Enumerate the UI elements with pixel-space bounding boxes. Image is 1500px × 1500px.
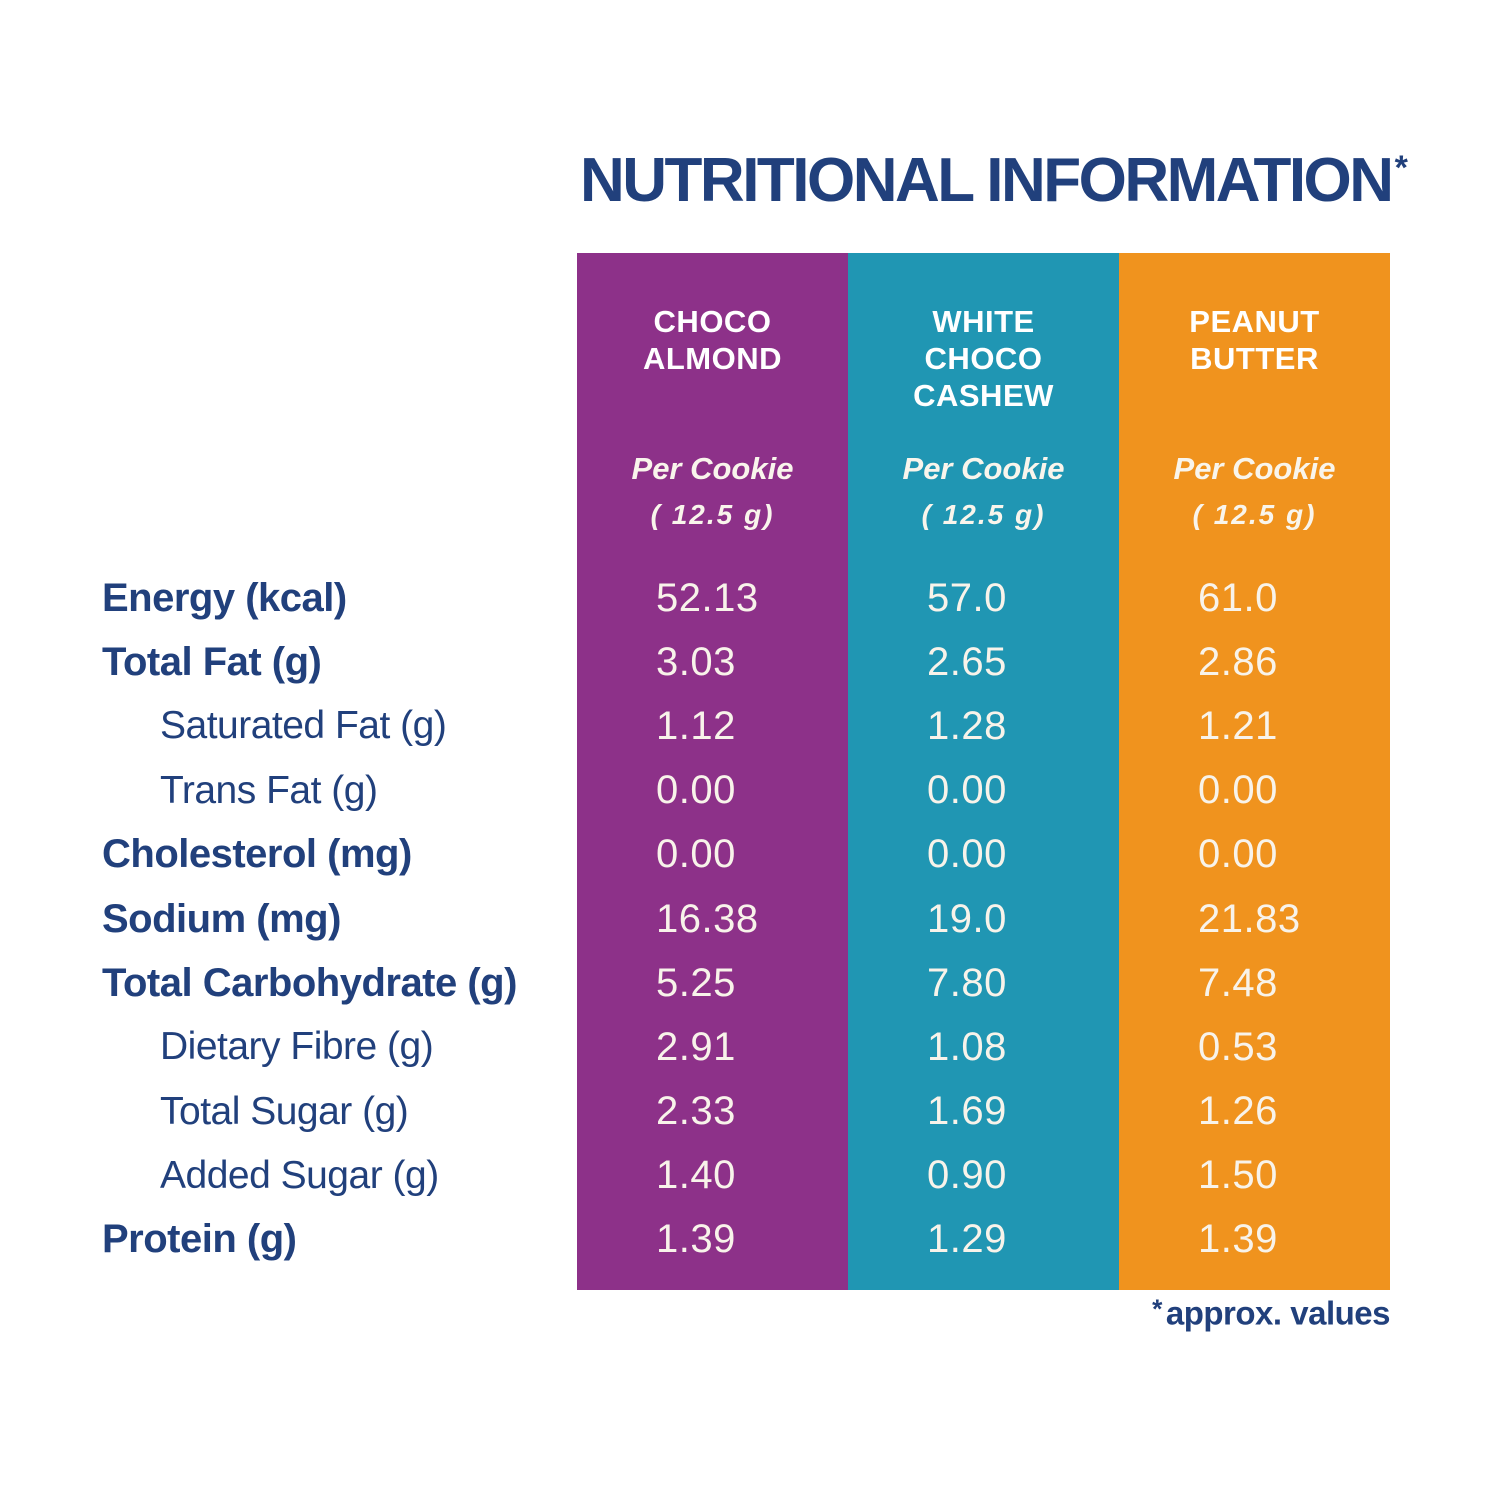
row-value: 52.13 — [656, 575, 759, 620]
serving-label: Per Cookie — [631, 451, 794, 486]
row-value: 7.80 — [927, 960, 1007, 1005]
row-value: 0.00 — [1198, 832, 1278, 877]
table-row: Total Fat (g) 3.03 2.65 2.86 — [80, 630, 1390, 694]
row-label: Total Fat (g) — [102, 639, 322, 684]
row-label: Protein (g) — [102, 1217, 297, 1262]
footnote: * approx. values — [577, 1294, 1390, 1333]
table-row: Trans Fat (g) 0.00 0.00 0.00 — [80, 759, 1390, 823]
table-row: Added Sugar (g) 1.40 0.90 1.50 — [80, 1144, 1390, 1208]
row-label: Added Sugar (g) — [160, 1153, 439, 1197]
row-value: 1.28 — [927, 703, 1007, 748]
row-value: 19.0 — [927, 896, 1007, 941]
row-value: 0.00 — [927, 832, 1007, 877]
table-row: Total Sugar (g) 2.33 1.69 1.26 — [80, 1080, 1390, 1144]
serving-info: Per Cookie ( 12.5 g) — [577, 449, 848, 541]
row-value: 16.38 — [656, 896, 759, 941]
row-value: 0.53 — [1198, 1024, 1278, 1069]
row-value: 3.03 — [656, 639, 736, 684]
row-value: 0.90 — [927, 1153, 1007, 1198]
row-value: 2.86 — [1198, 639, 1278, 684]
table-row: Sodium (mg) 16.38 19.0 21.83 — [80, 887, 1390, 951]
row-value: 2.33 — [656, 1089, 736, 1134]
row-value: 1.50 — [1198, 1153, 1278, 1198]
title-asterisk: * — [1394, 148, 1408, 187]
title-text: NUTRITIONAL INFORMATION — [580, 146, 1394, 215]
row-value: 2.65 — [927, 639, 1007, 684]
table-row: Protein (g) 1.39 1.29 1.39 — [80, 1208, 1390, 1272]
row-value: 1.29 — [927, 1217, 1007, 1262]
table-row: Total Carbohydrate (g) 5.25 7.80 7.48 — [80, 951, 1390, 1015]
row-label: Trans Fat (g) — [160, 768, 378, 812]
column-title-line: WHITE — [932, 304, 1035, 339]
serving-size: ( 12.5 g) — [650, 499, 775, 530]
row-value: 57.0 — [927, 575, 1007, 620]
row-label: Cholesterol (mg) — [102, 832, 412, 877]
footnote-asterisk: * — [1152, 1294, 1162, 1324]
row-value: 1.39 — [1198, 1217, 1278, 1262]
column-header: PEANUT BUTTER — [1119, 303, 1390, 377]
serving-info: Per Cookie ( 12.5 g) — [848, 449, 1119, 541]
column-title-line: ALMOND — [642, 341, 783, 376]
table-row: Energy (kcal) 52.13 57.0 61.0 — [80, 566, 1390, 630]
row-value: 5.25 — [656, 960, 736, 1005]
page-title: NUTRITIONAL INFORMATION* — [580, 150, 1408, 212]
column-title-line: PEANUT — [1189, 304, 1320, 339]
serving-info: Per Cookie ( 12.5 g) — [1119, 449, 1390, 541]
row-value: 61.0 — [1198, 575, 1278, 620]
column-peanut-butter: PEANUT BUTTER Per Cookie ( 12.5 g) — [1119, 253, 1390, 1290]
row-value: 0.00 — [927, 768, 1007, 813]
row-value: 0.00 — [1198, 768, 1278, 813]
row-label: Energy (kcal) — [102, 575, 347, 620]
serving-label: Per Cookie — [902, 451, 1065, 486]
table-row: Cholesterol (mg) 0.00 0.00 0.00 — [80, 823, 1390, 887]
row-value: 0.00 — [656, 768, 736, 813]
row-value: 1.69 — [927, 1089, 1007, 1134]
footnote-text: approx. values — [1165, 1294, 1391, 1332]
column-header: WHITE CHOCO CASHEW — [848, 303, 1119, 414]
row-value: 1.26 — [1198, 1089, 1278, 1134]
serving-size: ( 12.5 g) — [921, 499, 1046, 530]
column-white-choco-cashew: WHITE CHOCO CASHEW Per Cookie ( 12.5 g) — [848, 253, 1119, 1290]
row-label: Total Sugar (g) — [160, 1089, 409, 1133]
row-value: 1.39 — [656, 1217, 736, 1262]
row-value: 1.08 — [927, 1024, 1007, 1069]
table-row: Saturated Fat (g) 1.12 1.28 1.21 — [80, 694, 1390, 758]
column-title-line: CASHEW — [913, 378, 1054, 413]
row-label: Dietary Fibre (g) — [160, 1025, 434, 1069]
column-title-line: CHOCO — [653, 304, 772, 339]
row-value: 1.12 — [656, 703, 736, 748]
table-row: Dietary Fibre (g) 2.91 1.08 0.53 — [80, 1015, 1390, 1079]
column-title-line: BUTTER — [1190, 341, 1319, 376]
column-title-line: CHOCO — [924, 341, 1043, 376]
table-rows: Energy (kcal) 52.13 57.0 61.0 Total Fat (g) 3… — [80, 566, 1390, 1272]
row-label: Saturated Fat (g) — [160, 704, 447, 748]
column-header: CHOCO ALMOND — [577, 303, 848, 377]
row-value: 2.91 — [656, 1024, 736, 1069]
serving-label: Per Cookie — [1173, 451, 1336, 486]
row-value: 21.83 — [1198, 896, 1301, 941]
row-label: Sodium (mg) — [102, 896, 341, 941]
nutrition-table: CHOCO ALMOND Per Cookie( 12.5 g) WHITE CHOCO… — [577, 253, 1390, 1290]
column-choco-almond: CHOCO ALMOND Per Cookie ( 12.5 g) — [577, 253, 848, 1290]
serving-size: ( 12.5 g) — [1192, 499, 1317, 530]
row-value: 0.00 — [656, 832, 736, 877]
row-value: 1.21 — [1198, 703, 1278, 748]
row-value: 7.48 — [1198, 960, 1278, 1005]
row-label: Total Carbohydrate (g) — [102, 960, 517, 1005]
row-value: 1.40 — [656, 1153, 736, 1198]
